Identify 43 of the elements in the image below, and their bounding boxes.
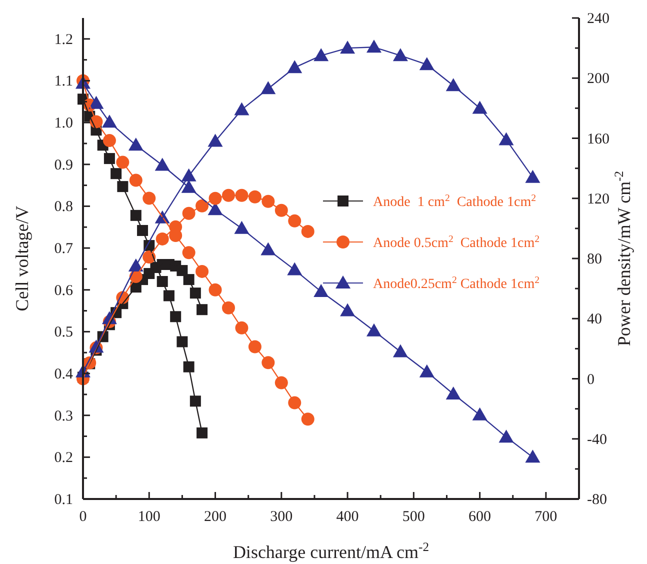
- y2-tick-label: -80: [587, 492, 607, 508]
- y2-tick-label: 40: [587, 312, 602, 328]
- legend-label: Anode0.25cm$^{2}$ Cathode 1cm$^{2}$: [373, 274, 540, 292]
- legend-label: Anode 1 cm$^{2}$ Cathode 1cm$^{2}$: [373, 192, 536, 210]
- point: [196, 427, 208, 438]
- x-tick-label: 700: [534, 509, 558, 525]
- legend-label: Anode 0.5cm$^{2}$ Cathode 1cm$^{2}$: [373, 234, 540, 251]
- point: [208, 134, 223, 147]
- y2-tick-label: -40: [587, 432, 607, 448]
- y2-tick-label: 0: [587, 372, 594, 388]
- point: [301, 224, 314, 238]
- y2-tick-label: 240: [587, 11, 610, 27]
- y-tick-label: 1.1: [54, 74, 73, 90]
- point: [235, 188, 248, 202]
- y-tick-label: 1.0: [54, 116, 73, 132]
- x-tick-label: 100: [138, 509, 160, 525]
- point: [196, 304, 208, 316]
- y-tick-label: 0.9: [54, 157, 73, 174]
- y2-tick-label: 200: [587, 71, 610, 88]
- x-tick-label: 500: [402, 509, 425, 525]
- y-tick-label: 0.8: [54, 199, 73, 216]
- y2-tick-label: 160: [587, 131, 610, 148]
- point: [525, 170, 540, 183]
- y-tick-label: 0.5: [54, 324, 73, 341]
- y-tick-label: 0.4: [54, 366, 74, 383]
- y2-tick-label: 80: [587, 252, 602, 268]
- y-tick-label: 0.1: [54, 492, 73, 508]
- y-tick-label: 0.7: [54, 241, 74, 258]
- x-tick-label: 600: [468, 509, 492, 525]
- y-tick-label: 0.3: [54, 408, 73, 424]
- point: [301, 412, 314, 426]
- y-axis-title: Cell voltage/V: [12, 206, 32, 312]
- x-axis-title: Discharge current/mA cm$^{-2}$: [232, 540, 430, 562]
- y2-tick-label: 120: [587, 191, 610, 208]
- x-tick-label: 400: [336, 509, 359, 525]
- y-tick-label: 0.2: [54, 450, 73, 466]
- point: [498, 132, 514, 146]
- point: [525, 450, 540, 463]
- x-tick-label: 0: [79, 509, 87, 525]
- x-tick-label: 200: [204, 509, 227, 525]
- y-tick-label: 1.2: [54, 32, 73, 48]
- y-tick-label: 0.6: [54, 282, 74, 299]
- x-tick-label: 300: [270, 509, 293, 525]
